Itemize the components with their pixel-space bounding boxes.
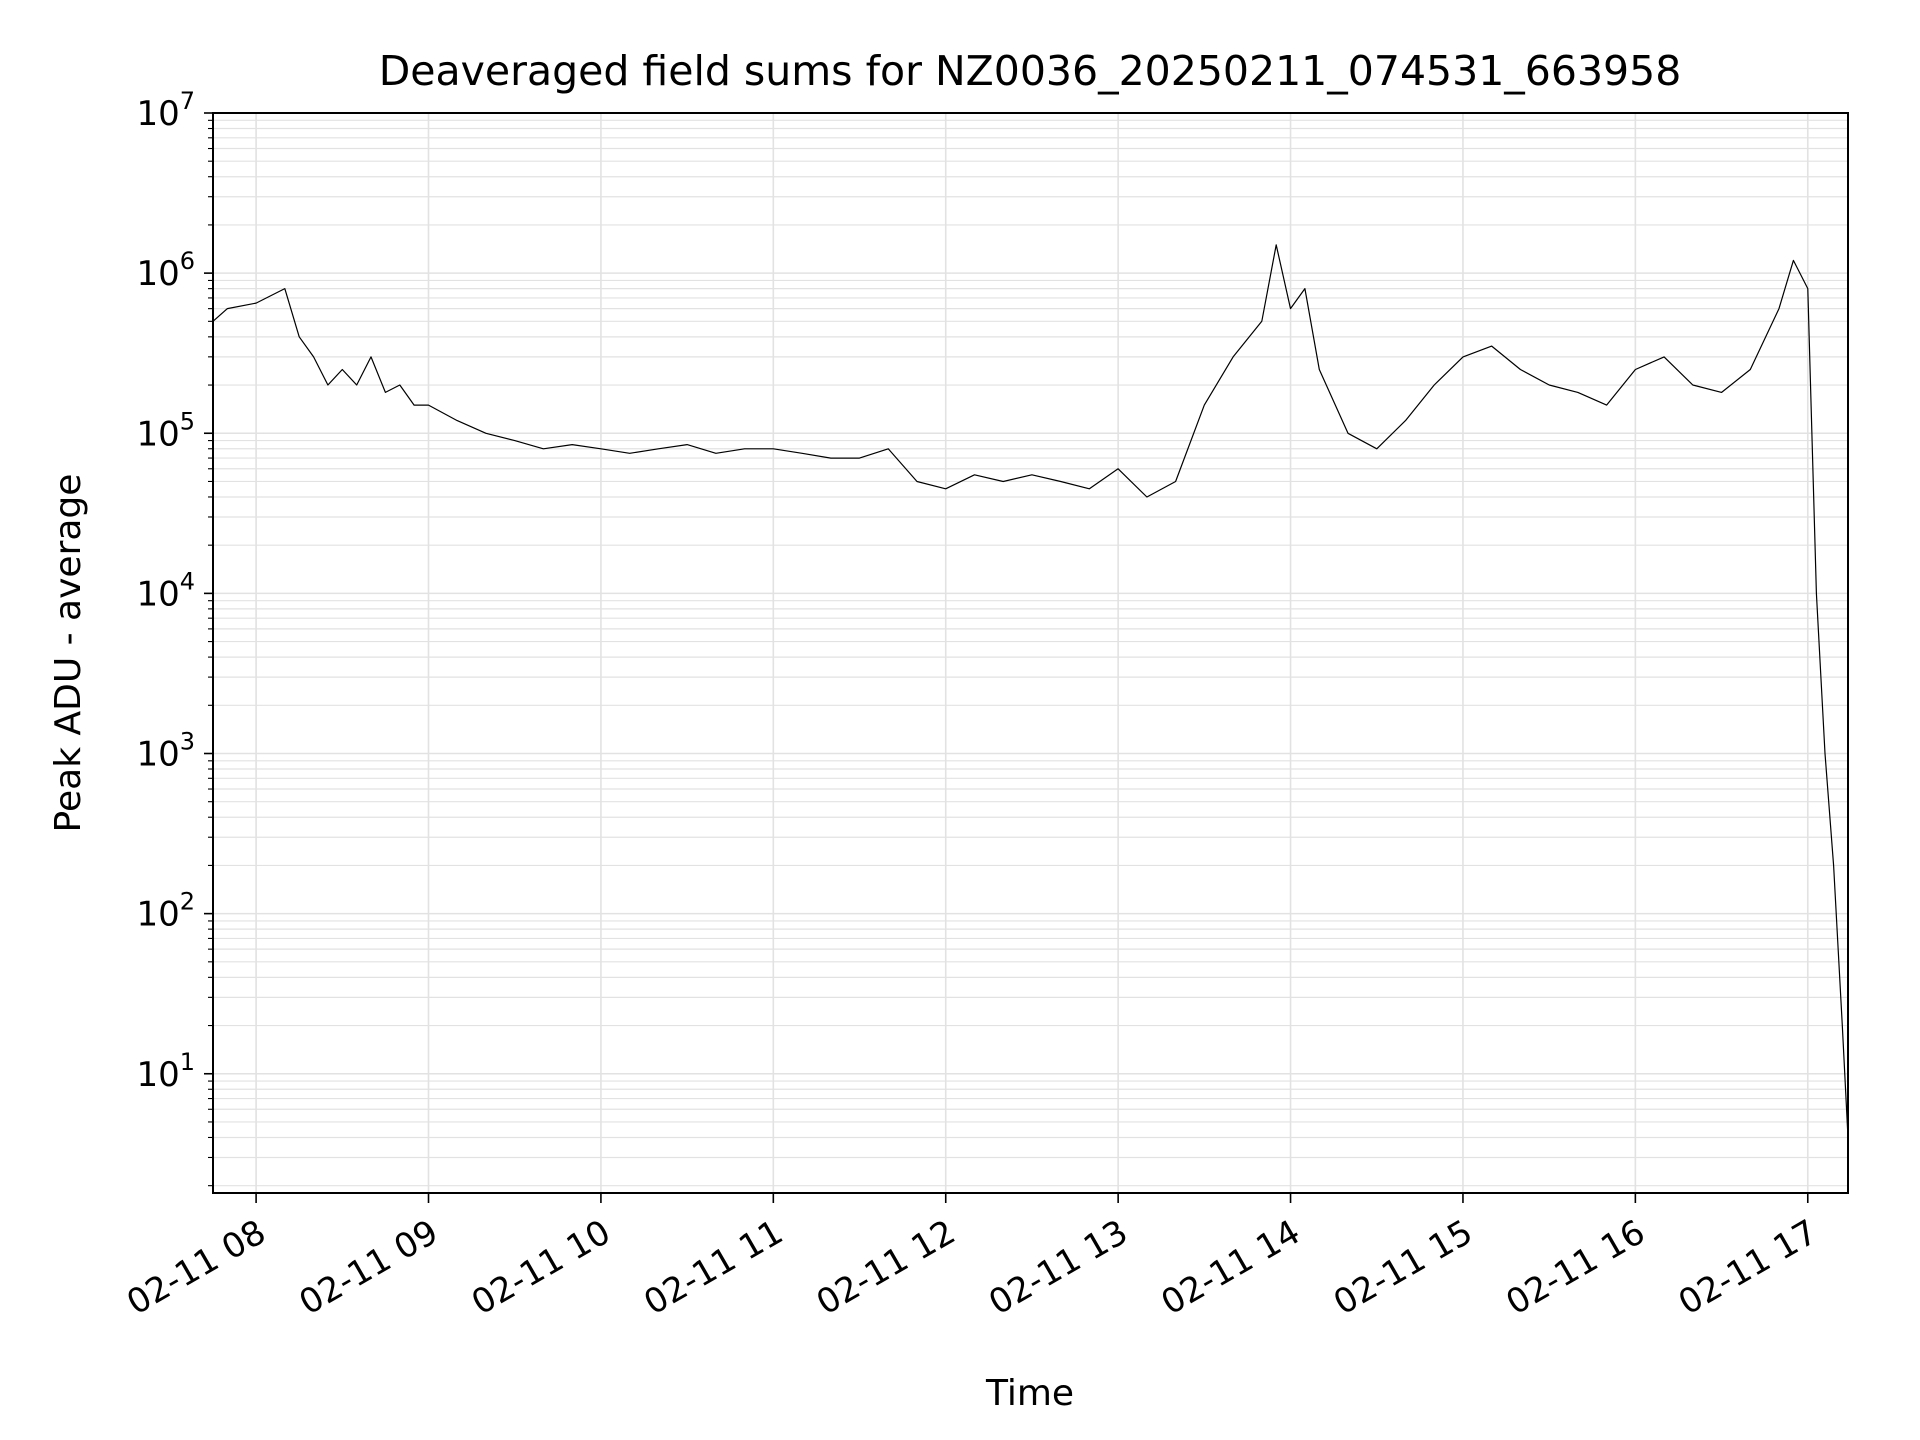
y-tick-label: 102 xyxy=(136,888,195,935)
plot-frame xyxy=(212,112,1849,1194)
axis-ticks xyxy=(204,112,1809,1203)
chart-title: Deaveraged field sums for NZ0036_2025021… xyxy=(379,47,1682,95)
y-tick-label: 104 xyxy=(136,567,195,614)
y-tick-label: 107 xyxy=(136,87,195,134)
gridlines xyxy=(213,112,1848,1193)
x-axis-label: Time xyxy=(985,1373,1074,1414)
y-tick-label: 105 xyxy=(136,407,195,454)
y-axis-label: Peak ADU - average xyxy=(48,474,89,833)
series-line xyxy=(212,244,1849,1138)
y-tick-label: 103 xyxy=(136,728,195,775)
y-tick-labels: 101 102 103 104 105 106 107 xyxy=(136,87,195,1095)
y-tick-label: 101 xyxy=(136,1048,195,1095)
y-tick-label: 106 xyxy=(136,247,195,294)
